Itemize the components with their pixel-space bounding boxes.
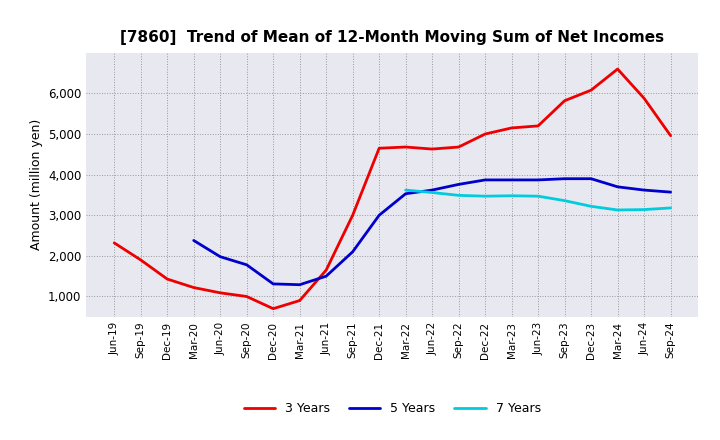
3 Years bbox=[243, 294, 251, 299]
3 Years bbox=[322, 268, 330, 273]
3 Years bbox=[163, 276, 171, 282]
3 Years bbox=[666, 133, 675, 138]
3 Years bbox=[508, 125, 516, 131]
3 Years bbox=[481, 132, 490, 137]
5 Years bbox=[481, 177, 490, 183]
7 Years bbox=[613, 207, 622, 213]
3 Years bbox=[110, 240, 119, 246]
5 Years bbox=[322, 274, 330, 279]
5 Years bbox=[243, 262, 251, 268]
5 Years bbox=[216, 254, 225, 259]
7 Years bbox=[587, 204, 595, 209]
Line: 3 Years: 3 Years bbox=[114, 69, 670, 309]
3 Years bbox=[428, 147, 436, 152]
3 Years bbox=[295, 298, 304, 303]
5 Years bbox=[454, 182, 463, 187]
Legend: 3 Years, 5 Years, 7 Years: 3 Years, 5 Years, 7 Years bbox=[239, 397, 546, 420]
Line: 5 Years: 5 Years bbox=[194, 179, 670, 285]
7 Years bbox=[560, 198, 569, 203]
3 Years bbox=[534, 123, 542, 128]
7 Years bbox=[454, 193, 463, 198]
5 Years bbox=[560, 176, 569, 181]
7 Years bbox=[534, 194, 542, 199]
3 Years bbox=[454, 144, 463, 150]
5 Years bbox=[508, 177, 516, 183]
5 Years bbox=[295, 282, 304, 287]
5 Years bbox=[401, 191, 410, 196]
3 Years bbox=[216, 290, 225, 296]
3 Years bbox=[560, 98, 569, 103]
3 Years bbox=[348, 213, 357, 218]
5 Years bbox=[269, 281, 277, 286]
3 Years bbox=[613, 66, 622, 72]
5 Years bbox=[375, 213, 384, 218]
7 Years bbox=[481, 194, 490, 199]
Title: [7860]  Trend of Mean of 12-Month Moving Sum of Net Incomes: [7860] Trend of Mean of 12-Month Moving … bbox=[120, 29, 665, 45]
7 Years bbox=[666, 205, 675, 211]
3 Years bbox=[189, 285, 198, 290]
5 Years bbox=[534, 177, 542, 183]
3 Years bbox=[375, 146, 384, 151]
5 Years bbox=[613, 184, 622, 190]
7 Years bbox=[401, 187, 410, 193]
Y-axis label: Amount (million yen): Amount (million yen) bbox=[30, 119, 42, 250]
3 Years bbox=[587, 88, 595, 93]
5 Years bbox=[348, 249, 357, 254]
5 Years bbox=[428, 187, 436, 193]
7 Years bbox=[508, 193, 516, 198]
7 Years bbox=[428, 190, 436, 195]
3 Years bbox=[136, 257, 145, 263]
7 Years bbox=[640, 207, 649, 212]
Line: 7 Years: 7 Years bbox=[405, 190, 670, 210]
3 Years bbox=[640, 95, 649, 101]
5 Years bbox=[666, 190, 675, 195]
3 Years bbox=[269, 306, 277, 312]
5 Years bbox=[640, 187, 649, 193]
5 Years bbox=[587, 176, 595, 181]
5 Years bbox=[189, 238, 198, 243]
3 Years bbox=[401, 144, 410, 150]
